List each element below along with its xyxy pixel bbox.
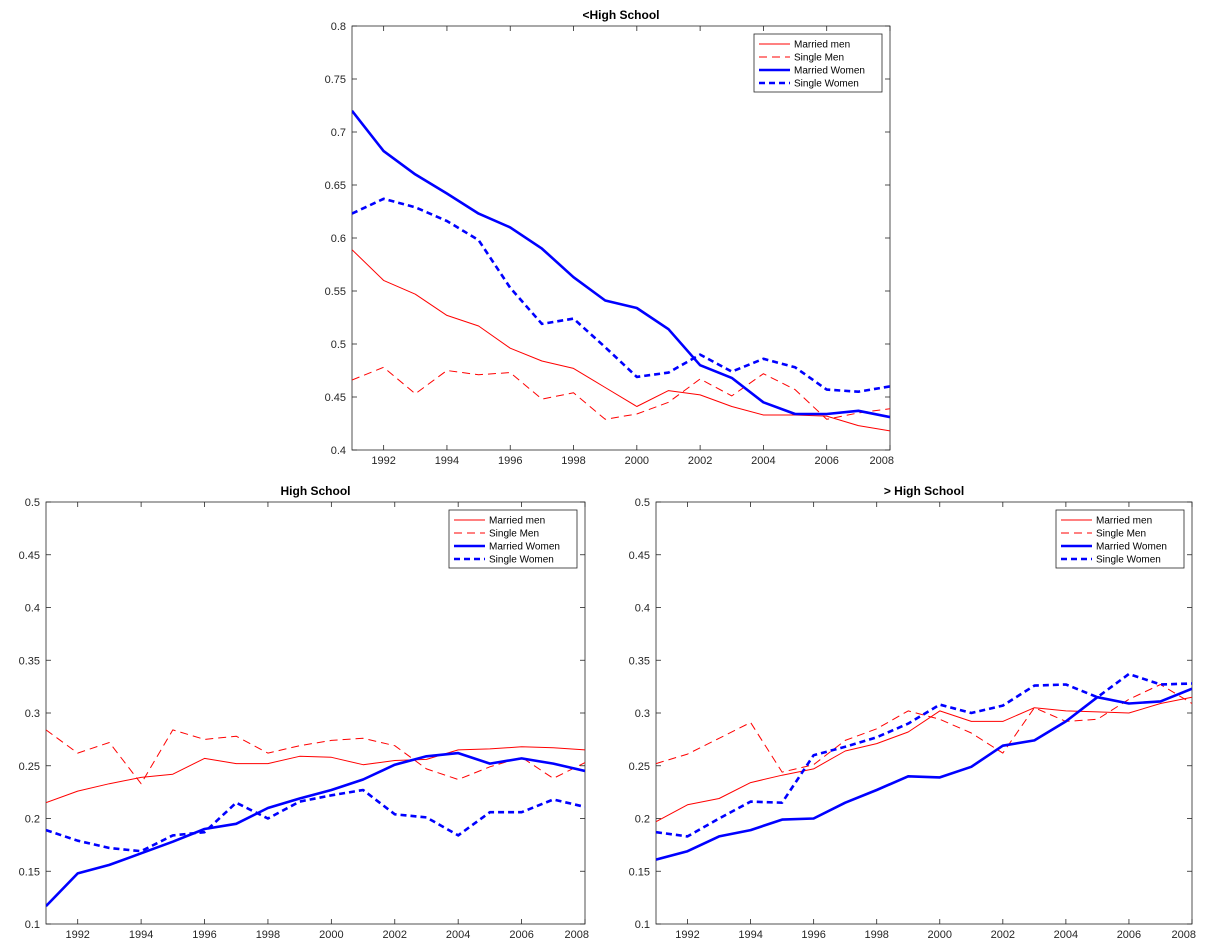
series-group bbox=[656, 672, 1192, 861]
x-tick-label: 1996 bbox=[192, 929, 216, 941]
chart-title: <High School bbox=[582, 8, 659, 22]
x-tick-label: 1992 bbox=[675, 929, 699, 941]
x-tick-label: 2008 bbox=[565, 929, 589, 941]
y-tick-label: 0.65 bbox=[325, 180, 346, 192]
series-line-married-men bbox=[46, 746, 585, 804]
series-line-single-women bbox=[352, 197, 890, 394]
x-tick-label: 1996 bbox=[801, 929, 825, 941]
series-line-single-men bbox=[656, 684, 1192, 773]
x-tick-label: 1998 bbox=[561, 455, 585, 467]
x-tick-label: 1998 bbox=[256, 929, 280, 941]
plot-area bbox=[45, 501, 586, 925]
series-line-single-men bbox=[352, 366, 890, 420]
y-tick-label: 0.5 bbox=[635, 497, 650, 509]
legend-label: Married Women bbox=[794, 66, 865, 77]
y-tick-label: 0.15 bbox=[629, 866, 650, 878]
y-tick-label: 0.25 bbox=[19, 761, 40, 773]
y-tick-label: 0.35 bbox=[19, 655, 40, 667]
y-tick-label: 0.5 bbox=[25, 497, 40, 509]
series-line-single-women bbox=[46, 788, 585, 853]
series-line-married-men bbox=[656, 696, 1192, 823]
x-tick-label: 2000 bbox=[625, 455, 649, 467]
legend-label: Married Women bbox=[1096, 542, 1167, 553]
y-tick-label: 0.1 bbox=[25, 919, 40, 931]
y-tick-label: 0.4 bbox=[635, 603, 650, 615]
x-tick-label: 1994 bbox=[435, 455, 459, 467]
x-tick-label: 1998 bbox=[864, 929, 888, 941]
x-tick-label: 2002 bbox=[991, 929, 1015, 941]
x-tick-label: 2000 bbox=[928, 929, 952, 941]
chart-title: High School bbox=[281, 484, 351, 498]
y-tick-label: 0.4 bbox=[25, 603, 40, 615]
y-tick-label: 0.25 bbox=[629, 761, 650, 773]
x-tick-label: 2004 bbox=[751, 455, 775, 467]
plot-area bbox=[351, 25, 891, 451]
y-tick-label: 0.3 bbox=[635, 708, 650, 720]
y-tick-label: 0.5 bbox=[331, 339, 346, 351]
y-tick-label: 0.75 bbox=[325, 74, 346, 86]
x-tick-label: 1992 bbox=[65, 929, 89, 941]
x-tick-label: 2000 bbox=[319, 929, 343, 941]
legend-label: Married Women bbox=[489, 542, 560, 553]
x-tick-label: 1996 bbox=[498, 455, 522, 467]
x-tick-label: 1992 bbox=[371, 455, 395, 467]
y-tick-label: 0.3 bbox=[25, 708, 40, 720]
legend-label: Single Men bbox=[489, 529, 539, 540]
legend-label: Single Women bbox=[489, 555, 554, 566]
legend: Married men Single Men Married Women Single… bbox=[1055, 509, 1185, 569]
series-line-married-women bbox=[46, 751, 585, 908]
x-tick-label: 2002 bbox=[383, 929, 407, 941]
y-tick-label: 0.6 bbox=[331, 233, 346, 245]
legend-label: Single Men bbox=[794, 53, 844, 64]
series-line-single-women bbox=[656, 672, 1192, 838]
series-group bbox=[46, 729, 585, 908]
chart-title: > High School bbox=[884, 484, 964, 498]
x-tick-label: 2004 bbox=[1054, 929, 1078, 941]
legend-label: Single Women bbox=[1096, 555, 1161, 566]
y-tick-label: 0.45 bbox=[19, 550, 40, 562]
y-tick-label: 0.45 bbox=[325, 392, 346, 404]
y-tick-label: 0.7 bbox=[331, 127, 346, 139]
legend-label: Single Women bbox=[794, 79, 859, 90]
x-tick-label: 2006 bbox=[1117, 929, 1141, 941]
legend: Married men Single Men Married Women Single… bbox=[753, 33, 883, 93]
y-tick-label: 0.8 bbox=[331, 21, 346, 33]
x-tick-label: 2006 bbox=[814, 455, 838, 467]
legend-label: Single Men bbox=[1096, 529, 1146, 540]
x-tick-label: 2008 bbox=[1172, 929, 1196, 941]
legend-label: Married men bbox=[489, 516, 545, 527]
x-tick-label: 2004 bbox=[446, 929, 470, 941]
chart-high-school: 0.1 0.15 0.2 0.25 0.3 0.35 0.4 0.45 0.5 1992 1994 1… bbox=[19, 484, 589, 941]
x-tick-label: 1994 bbox=[738, 929, 762, 941]
series-line-married-women bbox=[352, 109, 890, 419]
y-tick-label: 0.2 bbox=[635, 814, 650, 826]
x-tick-label: 1994 bbox=[129, 929, 153, 941]
chart-more-than-high-school: 0.1 0.15 0.2 0.25 0.3 0.35 0.4 0.45 0.5 1992 1994 1… bbox=[629, 484, 1196, 941]
y-tick-label: 0.4 bbox=[331, 445, 346, 457]
legend-label: Married men bbox=[1096, 516, 1152, 527]
legend: Married men Single Men Married Women Single… bbox=[448, 509, 578, 569]
chart-less-than-high-school: 0.4 0.45 0.5 0.55 0.6 0.65 0.7 0.75 0.8 1992 1994 1… bbox=[325, 8, 894, 467]
x-tick-label: 2002 bbox=[688, 455, 712, 467]
y-tick-label: 0.2 bbox=[25, 814, 40, 826]
x-tick-label: 2006 bbox=[509, 929, 533, 941]
y-tick-label: 0.45 bbox=[629, 550, 650, 562]
y-tick-label: 0.15 bbox=[19, 866, 40, 878]
y-tick-label: 0.55 bbox=[325, 286, 346, 298]
y-tick-label: 0.1 bbox=[635, 919, 650, 931]
series-group bbox=[352, 109, 890, 432]
x-tick-label: 2008 bbox=[870, 455, 894, 467]
series-line-married-women bbox=[656, 687, 1192, 861]
y-tick-label: 0.35 bbox=[629, 655, 650, 667]
legend-label: Married men bbox=[794, 40, 850, 51]
